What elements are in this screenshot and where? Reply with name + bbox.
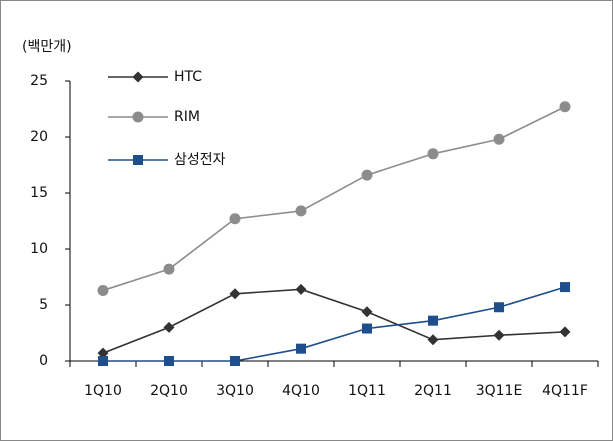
y-tick-label: 15 — [30, 185, 48, 201]
marker — [163, 263, 175, 275]
x-tick-label: 1Q11 — [348, 383, 386, 399]
x-tick-label: 4Q10 — [282, 383, 320, 399]
marker — [163, 321, 175, 333]
marker — [295, 283, 307, 295]
legend-label: HTC — [174, 69, 202, 85]
marker — [296, 343, 306, 354]
y-tick-label: 25 — [30, 73, 48, 89]
marker — [132, 111, 144, 123]
marker — [295, 205, 307, 217]
legend-label: RIM — [174, 109, 200, 125]
marker — [493, 133, 505, 145]
marker — [98, 356, 108, 366]
marker — [494, 302, 504, 313]
series-line — [102, 288, 566, 354]
marker — [230, 356, 240, 366]
marker — [164, 356, 174, 366]
y-tick-label: 20 — [30, 129, 48, 145]
marker — [559, 101, 571, 113]
marker — [427, 148, 439, 160]
marker — [362, 323, 372, 334]
marker — [560, 282, 570, 293]
marker — [229, 213, 241, 225]
marker — [229, 288, 241, 300]
marker — [493, 329, 505, 341]
y-axis-label: (백만개) — [22, 39, 72, 55]
x-tick-label: 4Q11F — [542, 383, 588, 399]
x-tick-label: 3Q11E — [476, 383, 523, 399]
series-line — [103, 286, 566, 362]
y-tick-label: 5 — [39, 297, 48, 313]
marker — [428, 315, 438, 326]
marker — [97, 284, 109, 296]
marker — [361, 306, 373, 318]
y-tick-label: 10 — [30, 241, 48, 257]
marker — [132, 71, 144, 83]
marker — [427, 334, 439, 346]
x-tick-label: 3Q10 — [216, 383, 254, 399]
legend-label: 삼성전자 — [174, 152, 226, 168]
marker — [97, 347, 109, 359]
series-line — [102, 106, 566, 292]
marker — [361, 169, 373, 181]
x-tick-label: 1Q10 — [84, 383, 122, 399]
x-tick-label: 2Q11 — [414, 383, 452, 399]
x-tick-label: 2Q10 — [150, 383, 188, 399]
marker — [559, 326, 571, 338]
marker — [133, 155, 143, 165]
y-tick-label: 0 — [39, 353, 48, 369]
